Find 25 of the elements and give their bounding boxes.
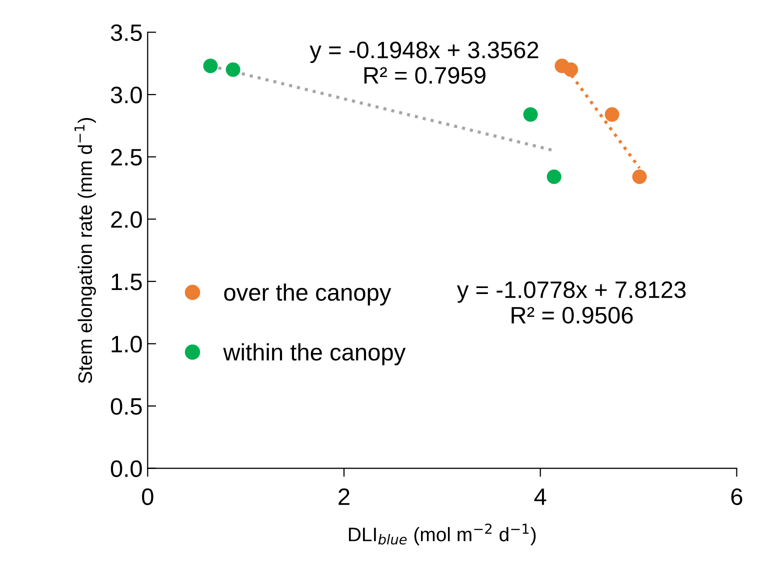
point bbox=[604, 107, 620, 122]
annotation: y = -1.0778x + 7.8123 R² = 0.9506 bbox=[456, 281, 686, 324]
y-tick-label: 0.5 bbox=[110, 398, 142, 415]
y-tick-label: 3.0 bbox=[110, 86, 142, 104]
y-axis-title: Stem elongation rate (mm d$^{−1}$) bbox=[74, 118, 96, 384]
y-tick-label: 2.0 bbox=[111, 211, 142, 228]
x-tick-label: 2 bbox=[338, 488, 350, 505]
x-tick-label: 0 bbox=[142, 488, 154, 506]
point bbox=[226, 62, 240, 77]
y-tick-label: 3.5 bbox=[110, 24, 142, 42]
annotation: y = -0.1948x + 3.3562 R² = 0.7959 bbox=[310, 42, 538, 84]
point bbox=[546, 169, 562, 184]
legend-label: within the canopy bbox=[223, 343, 406, 366]
x-tick-label: 6 bbox=[731, 488, 742, 506]
y-tick-label: 2.5 bbox=[111, 148, 142, 166]
point bbox=[632, 169, 647, 184]
point bbox=[564, 62, 578, 77]
legend-label: over the canopy bbox=[224, 284, 392, 306]
x-tick-label: 4 bbox=[534, 488, 546, 505]
point bbox=[203, 58, 218, 74]
y-tick-label: 0.0 bbox=[110, 460, 142, 478]
x-axis-title: DLI$_{blue}$ (mol m$^{−2}$ d$^{−1}$) bbox=[348, 524, 536, 546]
y-tick-label: 1.5 bbox=[112, 274, 142, 290]
point bbox=[523, 107, 538, 122]
y-tick-label: 1.0 bbox=[112, 336, 142, 352]
